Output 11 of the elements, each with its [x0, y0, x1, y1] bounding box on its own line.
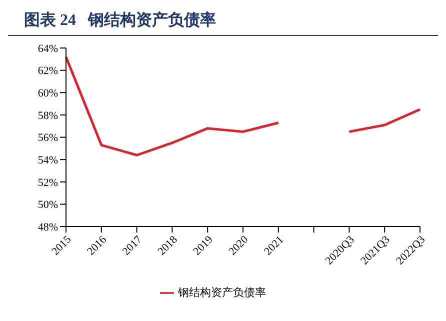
y-tick-label: 50%: [38, 199, 58, 212]
y-tick-label: 52%: [38, 176, 58, 189]
chart-title: 图表 24 钢结构资产负债率: [8, 8, 438, 36]
legend-label: 钢结构资产负债率: [178, 286, 266, 299]
y-tick-label: 48%: [38, 221, 58, 234]
y-tick-label: 64%: [38, 42, 58, 55]
y-tick-label: 54%: [38, 154, 58, 166]
y-tick-label: 62%: [38, 65, 58, 78]
y-tick-label: 60%: [38, 88, 58, 100]
y-tick-label: 58%: [38, 110, 58, 122]
y-tick-label: 56%: [38, 132, 58, 144]
